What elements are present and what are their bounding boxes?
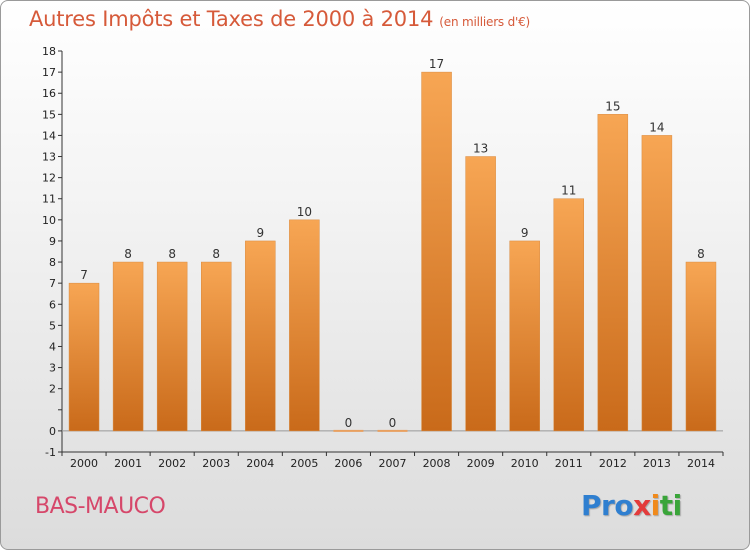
place-name: BAS-MAUCO	[35, 494, 166, 519]
x-tick-label: 2001	[114, 457, 142, 470]
bar-2007[interactable]	[377, 429, 408, 432]
bar-2012[interactable]	[597, 114, 629, 432]
y-tick-label: 4	[49, 340, 56, 353]
brand-logo[interactable]: Proxiti	[581, 489, 682, 522]
y-tick-label: 12	[42, 172, 56, 185]
y-tick-label: 2	[49, 383, 56, 396]
value-label-2006: 0	[345, 416, 353, 430]
value-label-2000: 7	[80, 268, 88, 282]
bar-2003[interactable]	[201, 261, 232, 432]
x-tick-label: 2013	[643, 457, 671, 470]
bar-2004[interactable]	[245, 240, 276, 432]
y-tick-label: 17	[42, 66, 56, 79]
value-label-2009: 13	[473, 142, 488, 156]
x-tick-label: 2009	[467, 457, 495, 470]
value-label-2007: 0	[389, 416, 397, 430]
x-tick-label: 2011	[555, 457, 583, 470]
chart-title-block: Autres Impôts et Taxes de 2000 à 2014 (en…	[29, 7, 530, 31]
y-tick-label: 13	[42, 151, 56, 164]
x-tick-label: 2000	[70, 457, 98, 470]
y-tick-label: 0	[49, 425, 56, 438]
bar-2001[interactable]	[112, 261, 144, 432]
value-label-2005: 10	[297, 205, 312, 219]
y-tick-label: 11	[42, 193, 56, 206]
chart-bars	[68, 71, 717, 432]
chart-title: Autres Impôts et Taxes de 2000 à 2014	[29, 7, 434, 31]
bar-2011[interactable]	[553, 198, 584, 432]
value-label-2011: 11	[561, 184, 576, 198]
value-label-2001: 8	[124, 247, 132, 261]
value-label-2002: 8	[168, 247, 176, 261]
x-tick-label: 2007	[379, 457, 407, 470]
y-tick-label: 5	[49, 319, 56, 332]
bar-2006[interactable]	[333, 429, 364, 432]
y-tick-label: 6	[49, 298, 56, 311]
value-label-2010: 9	[521, 226, 529, 240]
x-tick-label: 2004	[246, 457, 274, 470]
y-tick-label: 14	[42, 129, 56, 142]
y-tick-label: 10	[42, 214, 56, 227]
brand-part-4: ti	[659, 489, 682, 522]
y-tick-label: 16	[42, 87, 56, 100]
value-label-2003: 8	[212, 247, 220, 261]
y-tick-label: 3	[49, 362, 56, 375]
x-tick-label: 2006	[334, 457, 362, 470]
value-label-2013: 14	[649, 120, 664, 134]
y-tick-label: 8	[49, 256, 56, 269]
bar-2014[interactable]	[685, 261, 717, 432]
bar-2005[interactable]	[289, 219, 320, 432]
y-tick-label: 18	[42, 45, 56, 58]
bar-2013[interactable]	[641, 135, 673, 432]
bar-2002[interactable]	[156, 261, 188, 432]
x-tick-label: 2014	[687, 457, 715, 470]
x-tick-label: 2003	[202, 457, 230, 470]
y-tick-label: 15	[42, 108, 56, 121]
chart-labels: 7 8 8 8 9 10 0 0 17 13 9 11 15 14 8	[80, 57, 705, 430]
bar-2008[interactable]	[421, 71, 452, 432]
chart-subtitle: (en milliers d'€)	[439, 15, 531, 29]
x-tick-label: 2012	[599, 457, 627, 470]
bar-2009[interactable]	[465, 156, 496, 432]
x-tick-label: 2002	[158, 457, 186, 470]
x-tick-label: 2008	[423, 457, 451, 470]
y-tick-label: -1	[45, 446, 56, 459]
value-label-2004: 9	[256, 226, 264, 240]
y-tick-label: 7	[49, 277, 56, 290]
brand-part-1: Pro	[581, 489, 634, 522]
brand-part-3: i	[650, 489, 661, 522]
value-label-2014: 8	[697, 247, 705, 261]
bar-2000[interactable]	[68, 282, 100, 432]
y-tick-label: 9	[49, 235, 56, 248]
value-label-2012: 15	[605, 99, 620, 113]
bar-2010[interactable]	[509, 240, 540, 432]
value-label-2008: 17	[429, 57, 444, 71]
x-tick-label: 2005	[290, 457, 318, 470]
x-tick-label: 2010	[511, 457, 539, 470]
brand-part-2: x	[633, 489, 651, 522]
